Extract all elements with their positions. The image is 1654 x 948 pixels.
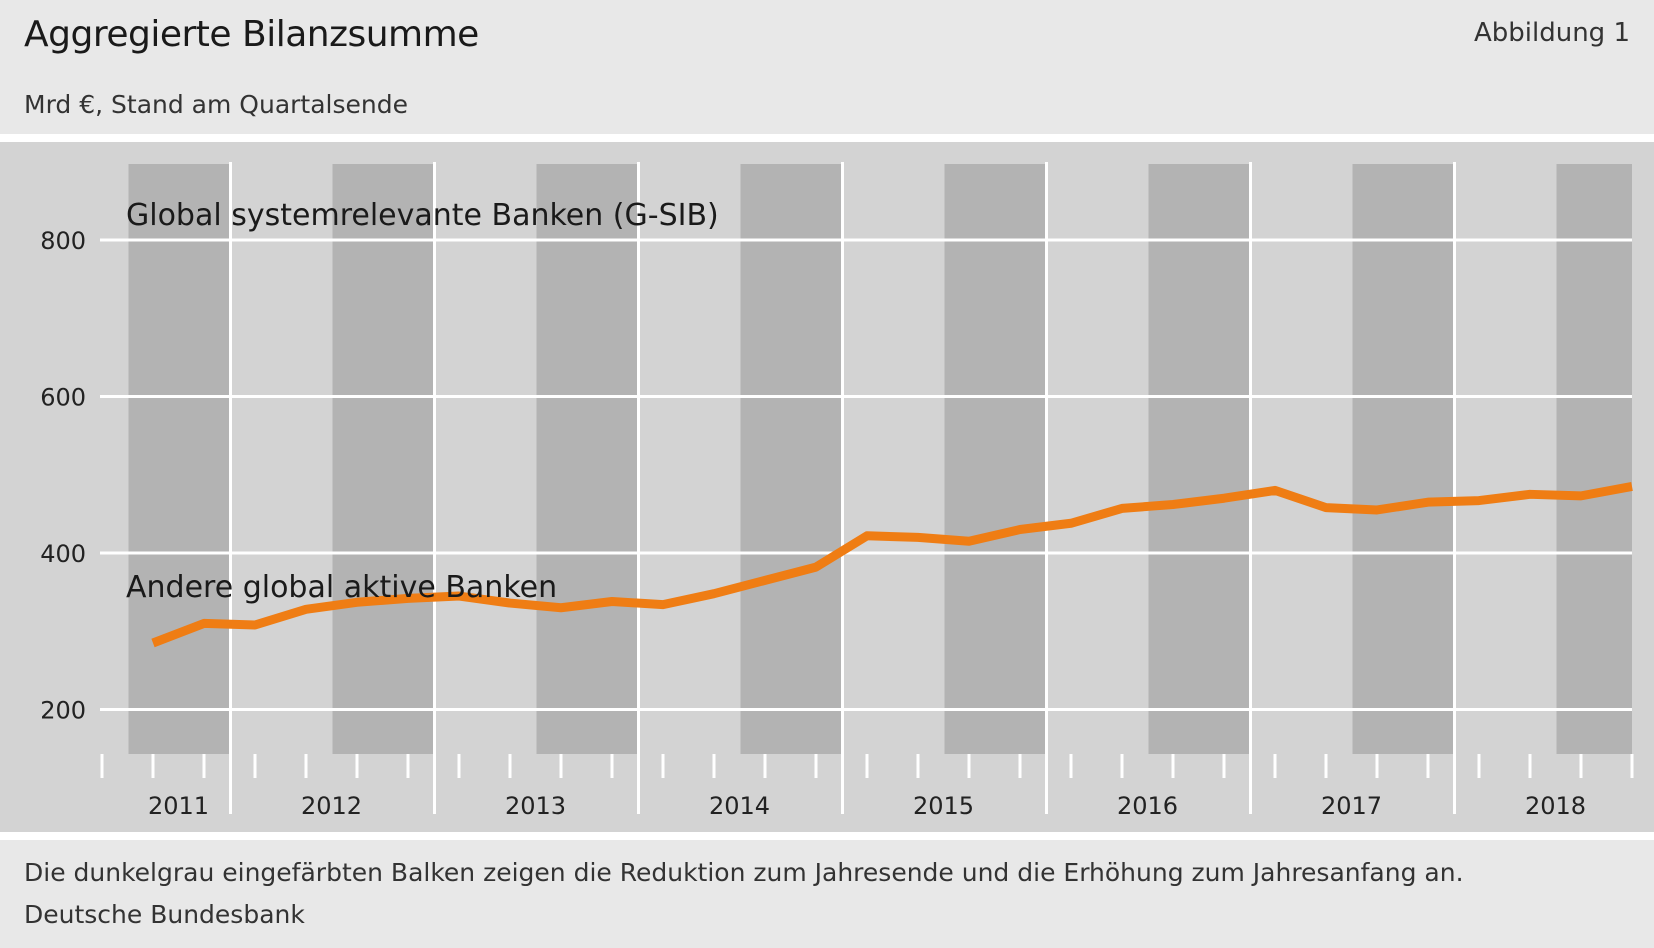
y-tick-label: 800	[40, 227, 86, 255]
shaded-bar-3	[536, 164, 639, 754]
gsib-label: Global systemrelevante Banken (G-SIB)	[126, 198, 719, 233]
shaded-bar-1	[128, 164, 231, 754]
y-tick-label: 600	[40, 384, 86, 412]
shaded-bar-6	[1148, 164, 1251, 754]
x-tick-label-2012: 2012	[301, 792, 362, 820]
figure-label: Abbildung 1	[1473, 18, 1630, 48]
x-tick-label-2018: 2018	[1525, 792, 1586, 820]
gridlines	[100, 162, 1632, 814]
x-tick-label-2017: 2017	[1321, 792, 1382, 820]
other-banks-line	[151, 482, 1633, 648]
shaded-bar-7	[1352, 164, 1455, 754]
shaded-bar-2	[332, 164, 435, 754]
footnote: Die dunkelgrau eingefärbten Balken zeige…	[24, 858, 1464, 887]
other-banks-label: Andere global aktive Banken	[126, 570, 557, 605]
x-tick-label-2015: 2015	[913, 792, 974, 820]
shaded-bars	[128, 164, 1632, 754]
divider-top	[0, 134, 1654, 142]
y-tick-label: 200	[40, 697, 86, 725]
chart-title: Aggregierte Bilanzsumme	[24, 14, 479, 55]
shaded-bar-8	[1556, 164, 1632, 754]
x-axis: 2011 2012 2013 2014 2015 2016 2017 2018	[100, 754, 1634, 820]
line-chart: 2004006008001 0001 2001 4001 600 2011201…	[40, 162, 1634, 820]
y-tick-label: 400	[40, 540, 86, 568]
series-lines	[151, 482, 1633, 648]
chart-subtitle: Mrd €, Stand am Quartalsende	[24, 90, 408, 119]
chart-panel: 2004006008001 0001 2001 4001 600 2011201…	[0, 142, 1654, 832]
divider-bottom	[0, 832, 1654, 840]
y-axis-ticks: 2004006008001 0001 2001 4001 600	[40, 227, 86, 725]
x-tick-label-2016: 2016	[1117, 792, 1178, 820]
shaded-bar-5	[944, 164, 1047, 754]
x-tick-label-2014: 2014	[709, 792, 770, 820]
x-tick-label-2013: 2013	[505, 792, 566, 820]
shaded-bar-4	[740, 164, 843, 754]
series-labels: Global systemrelevante Banken (G-SIB) And…	[126, 198, 719, 605]
source-note: Deutsche Bundesbank	[24, 900, 305, 929]
x-tick-label-2011: 2011	[148, 792, 209, 820]
